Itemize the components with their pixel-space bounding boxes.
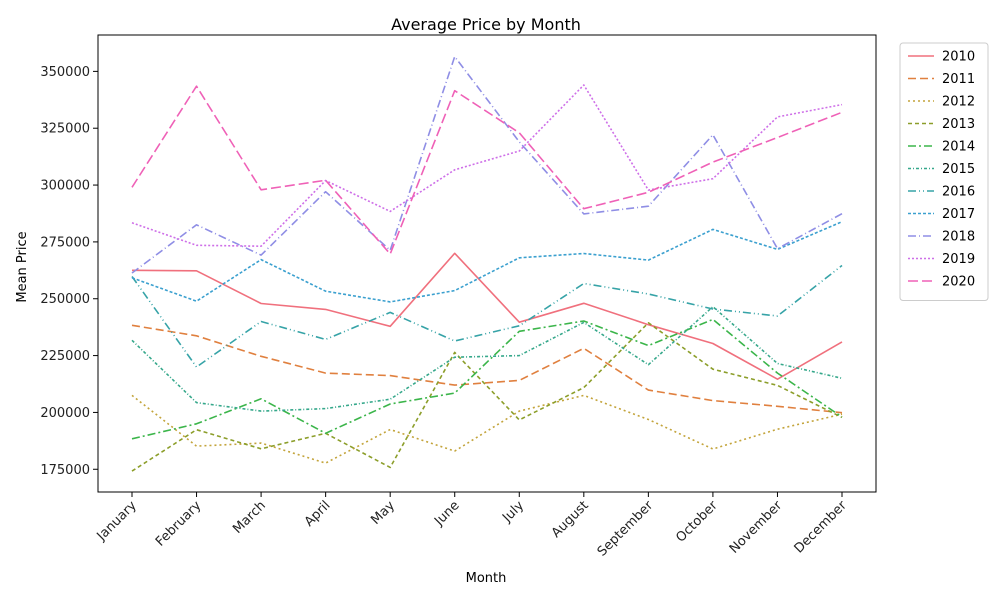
series-line-2010: [131, 252, 843, 381]
x-axis-title: Month: [466, 571, 507, 586]
series-layer: [131, 55, 843, 472]
legend-label-2015: 2015: [942, 162, 975, 177]
series-line-2015: [131, 305, 843, 412]
y-tick-label: 175000: [40, 463, 90, 478]
y-tick-label: 225000: [40, 349, 90, 364]
y-tick-label: 200000: [40, 406, 90, 421]
legend-label-2010: 2010: [942, 50, 975, 65]
y-tick-label: 300000: [40, 179, 90, 194]
legend-label-2019: 2019: [942, 252, 975, 267]
series-line-2012: [131, 394, 843, 464]
legend-label-2016: 2016: [942, 185, 975, 200]
plot-frame: [97, 34, 877, 493]
legend-label-2012: 2012: [942, 95, 975, 110]
series-line-2020: [131, 85, 843, 255]
y-axis-title: Mean Price: [15, 231, 30, 302]
y-tick-label: 350000: [40, 65, 90, 80]
legend-label-2020: 2020: [942, 275, 975, 290]
series-line-2016: [131, 264, 843, 368]
legend-box: [899, 42, 989, 301]
legend-label-2017: 2017: [942, 207, 975, 222]
y-tick-label: 325000: [40, 122, 90, 137]
series-line-2018: [131, 55, 843, 274]
chart-title: Average Price by Month: [391, 15, 581, 34]
series-line-2017: [131, 220, 843, 303]
legend: 2010 2011 2012 2013 2014 2015 2016 2017 2018 2019…: [899, 42, 989, 301]
series-line-2014: [131, 318, 843, 440]
series-line-2019: [131, 84, 843, 247]
legend-label-2018: 2018: [942, 230, 975, 245]
legend-label-2014: 2014: [942, 140, 975, 155]
y-tick-label: 250000: [40, 292, 90, 307]
y-tick-label: 275000: [40, 235, 90, 250]
series-line-2011: [131, 324, 843, 414]
legend-label-2013: 2013: [942, 117, 975, 132]
legend-label-2011: 2011: [942, 72, 975, 87]
